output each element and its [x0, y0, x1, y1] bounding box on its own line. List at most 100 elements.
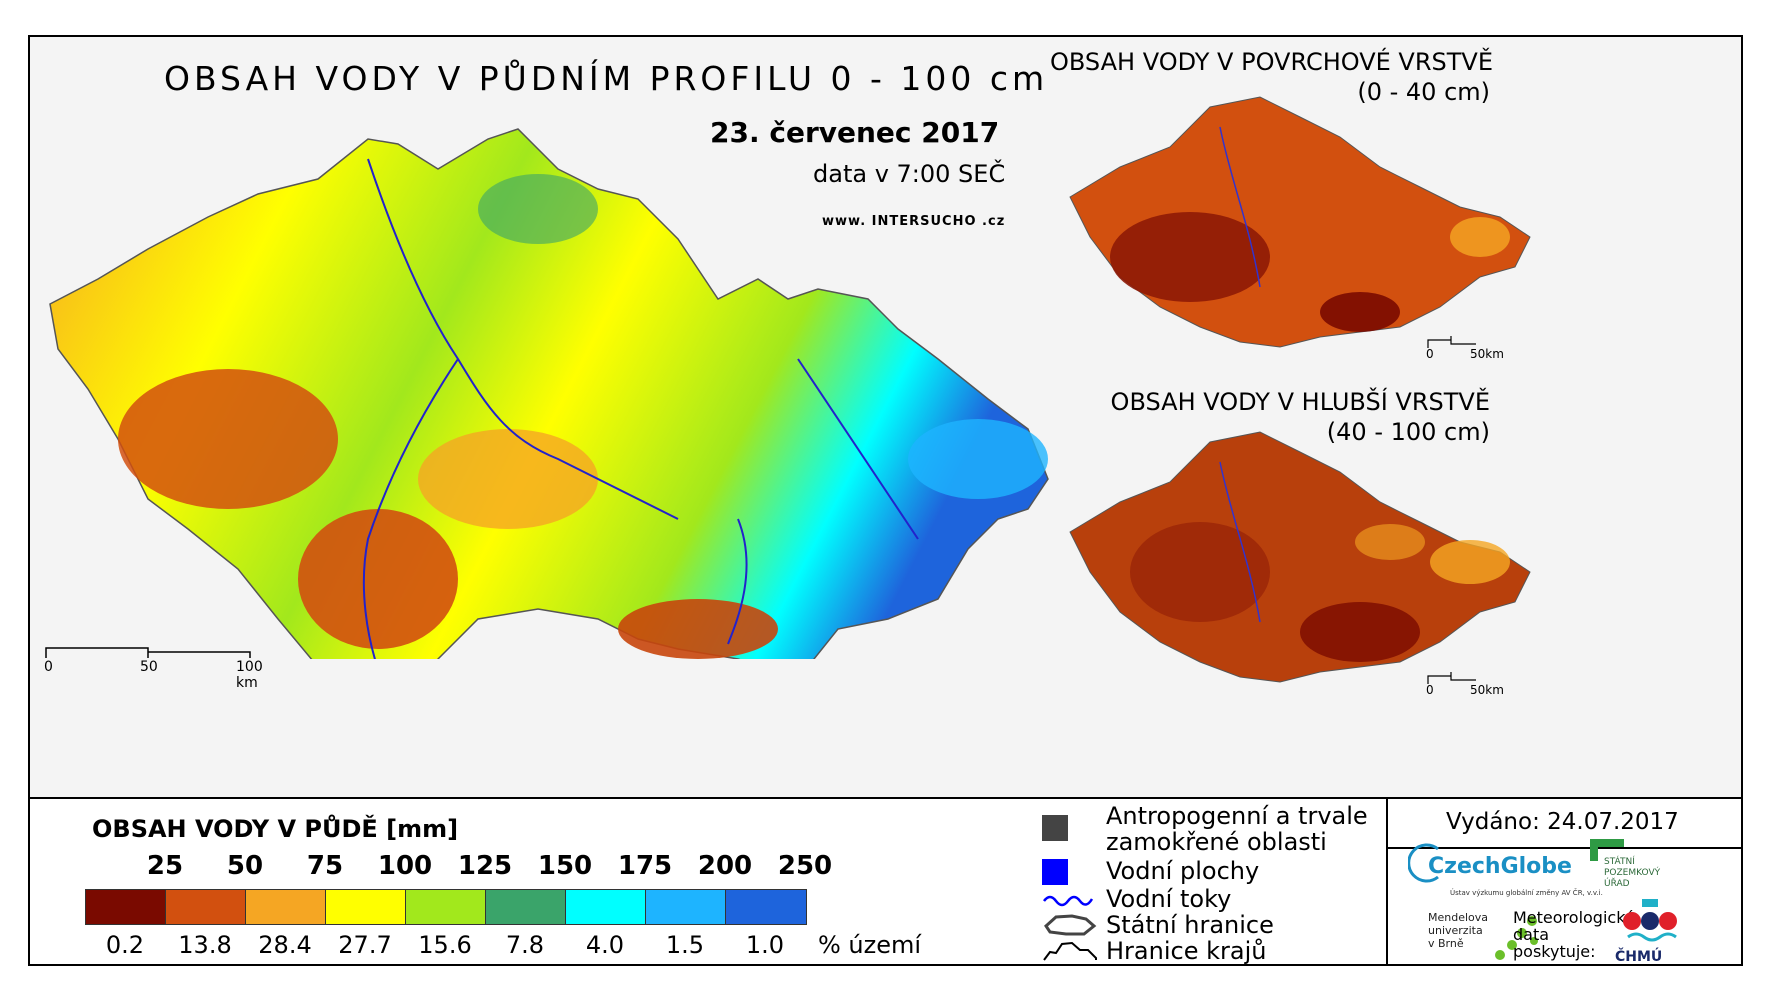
legend-swatch: [166, 890, 246, 924]
threshold-label: 50: [226, 851, 264, 881]
threshold-label: 200: [697, 851, 753, 881]
percent-label: 27.7: [338, 931, 392, 959]
spu-line: ÚŘAD: [1604, 879, 1630, 889]
legend-swatch: [86, 890, 166, 924]
deep-scale-50: 50km: [1470, 683, 1504, 697]
deep-subtitle: (40 - 100 cm): [1326, 418, 1490, 446]
main-soil-map: [49, 128, 1049, 659]
legend-swatch: [646, 890, 726, 924]
percent-label: 4.0: [585, 931, 625, 959]
percent-label: 1.0: [745, 931, 785, 959]
mendel-logo-text: Mendelova univerzita v Brně: [1428, 911, 1488, 950]
legend-swatch: [326, 890, 406, 924]
issued-divider: [1386, 847, 1741, 849]
chmu-name: ČHMÚ: [1615, 949, 1663, 965]
percent-label: 13.8: [178, 931, 232, 959]
dry-zone-moravia: [618, 599, 778, 659]
main-scalebar: 0 50 100 km: [44, 645, 264, 691]
czechglobe-logo: CzechGlobe: [1428, 854, 1572, 879]
deep-title: OBSAH VODY V HLUBŠÍ VRSTVĚ: [1110, 388, 1490, 416]
threshold-label: 175: [617, 851, 673, 881]
surface-scale-50: 50km: [1470, 347, 1504, 361]
spu-line: STÁTNÍ: [1604, 857, 1635, 867]
data-time: data v 7:00 SEČ: [813, 160, 1006, 188]
czechglobe-arc-icon: [1408, 843, 1439, 883]
surface-layer-map: [1069, 96, 1531, 348]
mendel-line: v Brně: [1428, 937, 1464, 950]
czech-outline-main: [49, 128, 1049, 659]
percent-label: 0.2: [105, 931, 145, 959]
surface-title: OBSAH VODY V POVRCHOVÉ VRSTVĚ: [1050, 48, 1493, 76]
percent-label: 15.6: [418, 931, 472, 959]
legend-color-bar: [85, 889, 807, 925]
dry-zone-south: [298, 509, 458, 649]
symbol-label: Antropogenní a trvale: [1106, 802, 1368, 830]
deep-panel-title: OBSAH VODY V HLUBŠÍ VRSTVĚ (40 - 100 cm): [1050, 387, 1490, 447]
mendel-line: Mendelova: [1428, 911, 1489, 924]
meteo-line: data: [1513, 925, 1550, 944]
map-area: OBSAH VODY V PŮDNÍM PROFILU 0 - 100 cm 2…: [30, 37, 1741, 797]
percent-unit: % území: [818, 931, 922, 959]
map-date: 23. červenec 2017: [710, 116, 1000, 149]
czechglobe-name: CzechGlobe: [1428, 854, 1572, 879]
percent-label: 28.4: [258, 931, 312, 959]
map-frame: OBSAH VODY V PŮDNÍM PROFILU 0 - 100 cm 2…: [28, 35, 1743, 966]
meteo-line: poskytuje:: [1513, 942, 1596, 961]
divider-horizontal: [30, 797, 1741, 799]
meteo-line: Meteorologická: [1513, 908, 1635, 927]
chmu-logo-icon: [1623, 899, 1677, 942]
czechglobe-subtitle: Ústav výzkumu globální změny AV ČR, v.v.…: [1450, 889, 1603, 897]
scale-label-100: 100 km: [236, 659, 263, 691]
percent-label: 7.8: [505, 931, 545, 959]
scale-label-0: 0: [44, 659, 53, 675]
symbol-label: Hranice krajů: [1106, 937, 1267, 965]
state-border-icon: [1044, 914, 1097, 936]
issued-date: Vydáno: 24.07.2017: [1446, 809, 1679, 835]
legend-swatch: [406, 890, 486, 924]
spu-logo-text: STÁTNÍ POZEMKOVÝ ÚŘAD: [1604, 857, 1660, 890]
dark-square-icon: [1042, 815, 1068, 841]
threshold-label: 250: [777, 851, 833, 881]
spu-logo-icon: [1590, 839, 1624, 861]
threshold-label: 100: [377, 851, 433, 881]
threshold-label: 75: [306, 851, 344, 881]
website-link[interactable]: www. INTERSUCHO .cz: [822, 214, 1006, 229]
symbol-label: Vodní plochy: [1106, 857, 1260, 885]
meteo-credit: Meteorologická data poskytuje:: [1513, 909, 1635, 960]
surface-panel-title: OBSAH VODY V POVRCHOVÉ VRSTVĚ (0 - 40 cm…: [1050, 47, 1493, 107]
symbol-label: Státní hranice: [1106, 911, 1274, 939]
main-rivers: [362, 158, 919, 659]
spu-line: POZEMKOVÝ: [1604, 868, 1661, 878]
wet-zone-north: [478, 174, 598, 244]
legend-swatch: [566, 890, 646, 924]
river-line-icon: [1043, 895, 1094, 907]
symbol-label: Vodní toky: [1106, 885, 1232, 913]
deep-layer-map: [1069, 431, 1531, 683]
legend-title: OBSAH VODY V PŮDĚ [mm]: [92, 815, 459, 843]
deep-scalebar: 0 50km: [1426, 671, 1504, 699]
threshold-label: 150: [537, 851, 593, 881]
scale-label-50: 50: [140, 659, 158, 675]
symbol-label: zamokřené oblasti: [1106, 828, 1327, 856]
legend-swatch: [486, 890, 566, 924]
dry-zone-west: [118, 369, 338, 509]
surface-subtitle: (0 - 40 cm): [1357, 78, 1490, 106]
main-title: OBSAH VODY V PŮDNÍM PROFILU 0 - 100 cm: [164, 59, 1049, 98]
blue-square-icon: [1042, 859, 1068, 885]
mendel-line: univerzita: [1428, 924, 1483, 937]
threshold-label: 125: [457, 851, 513, 881]
legend-area: OBSAH VODY V PŮDĚ [mm] 25 50 75 100 125 …: [30, 799, 1741, 965]
region-border-icon: [1043, 941, 1097, 961]
divider-vertical-1: [1386, 799, 1388, 964]
legend-swatch: [246, 890, 326, 924]
orange-zone-central: [418, 429, 598, 529]
surface-scalebar: 0 50km: [1426, 335, 1504, 363]
legend-swatch: [726, 890, 806, 924]
surface-scale-0: 0: [1426, 347, 1434, 361]
threshold-label: 25: [146, 851, 184, 881]
scalebar-ticks: [45, 647, 251, 658]
percent-label: 1.5: [665, 931, 705, 959]
mendel-dots-icon: [1495, 916, 1538, 960]
wet-zone-east: [908, 419, 1048, 499]
deep-scale-0: 0: [1426, 683, 1434, 697]
